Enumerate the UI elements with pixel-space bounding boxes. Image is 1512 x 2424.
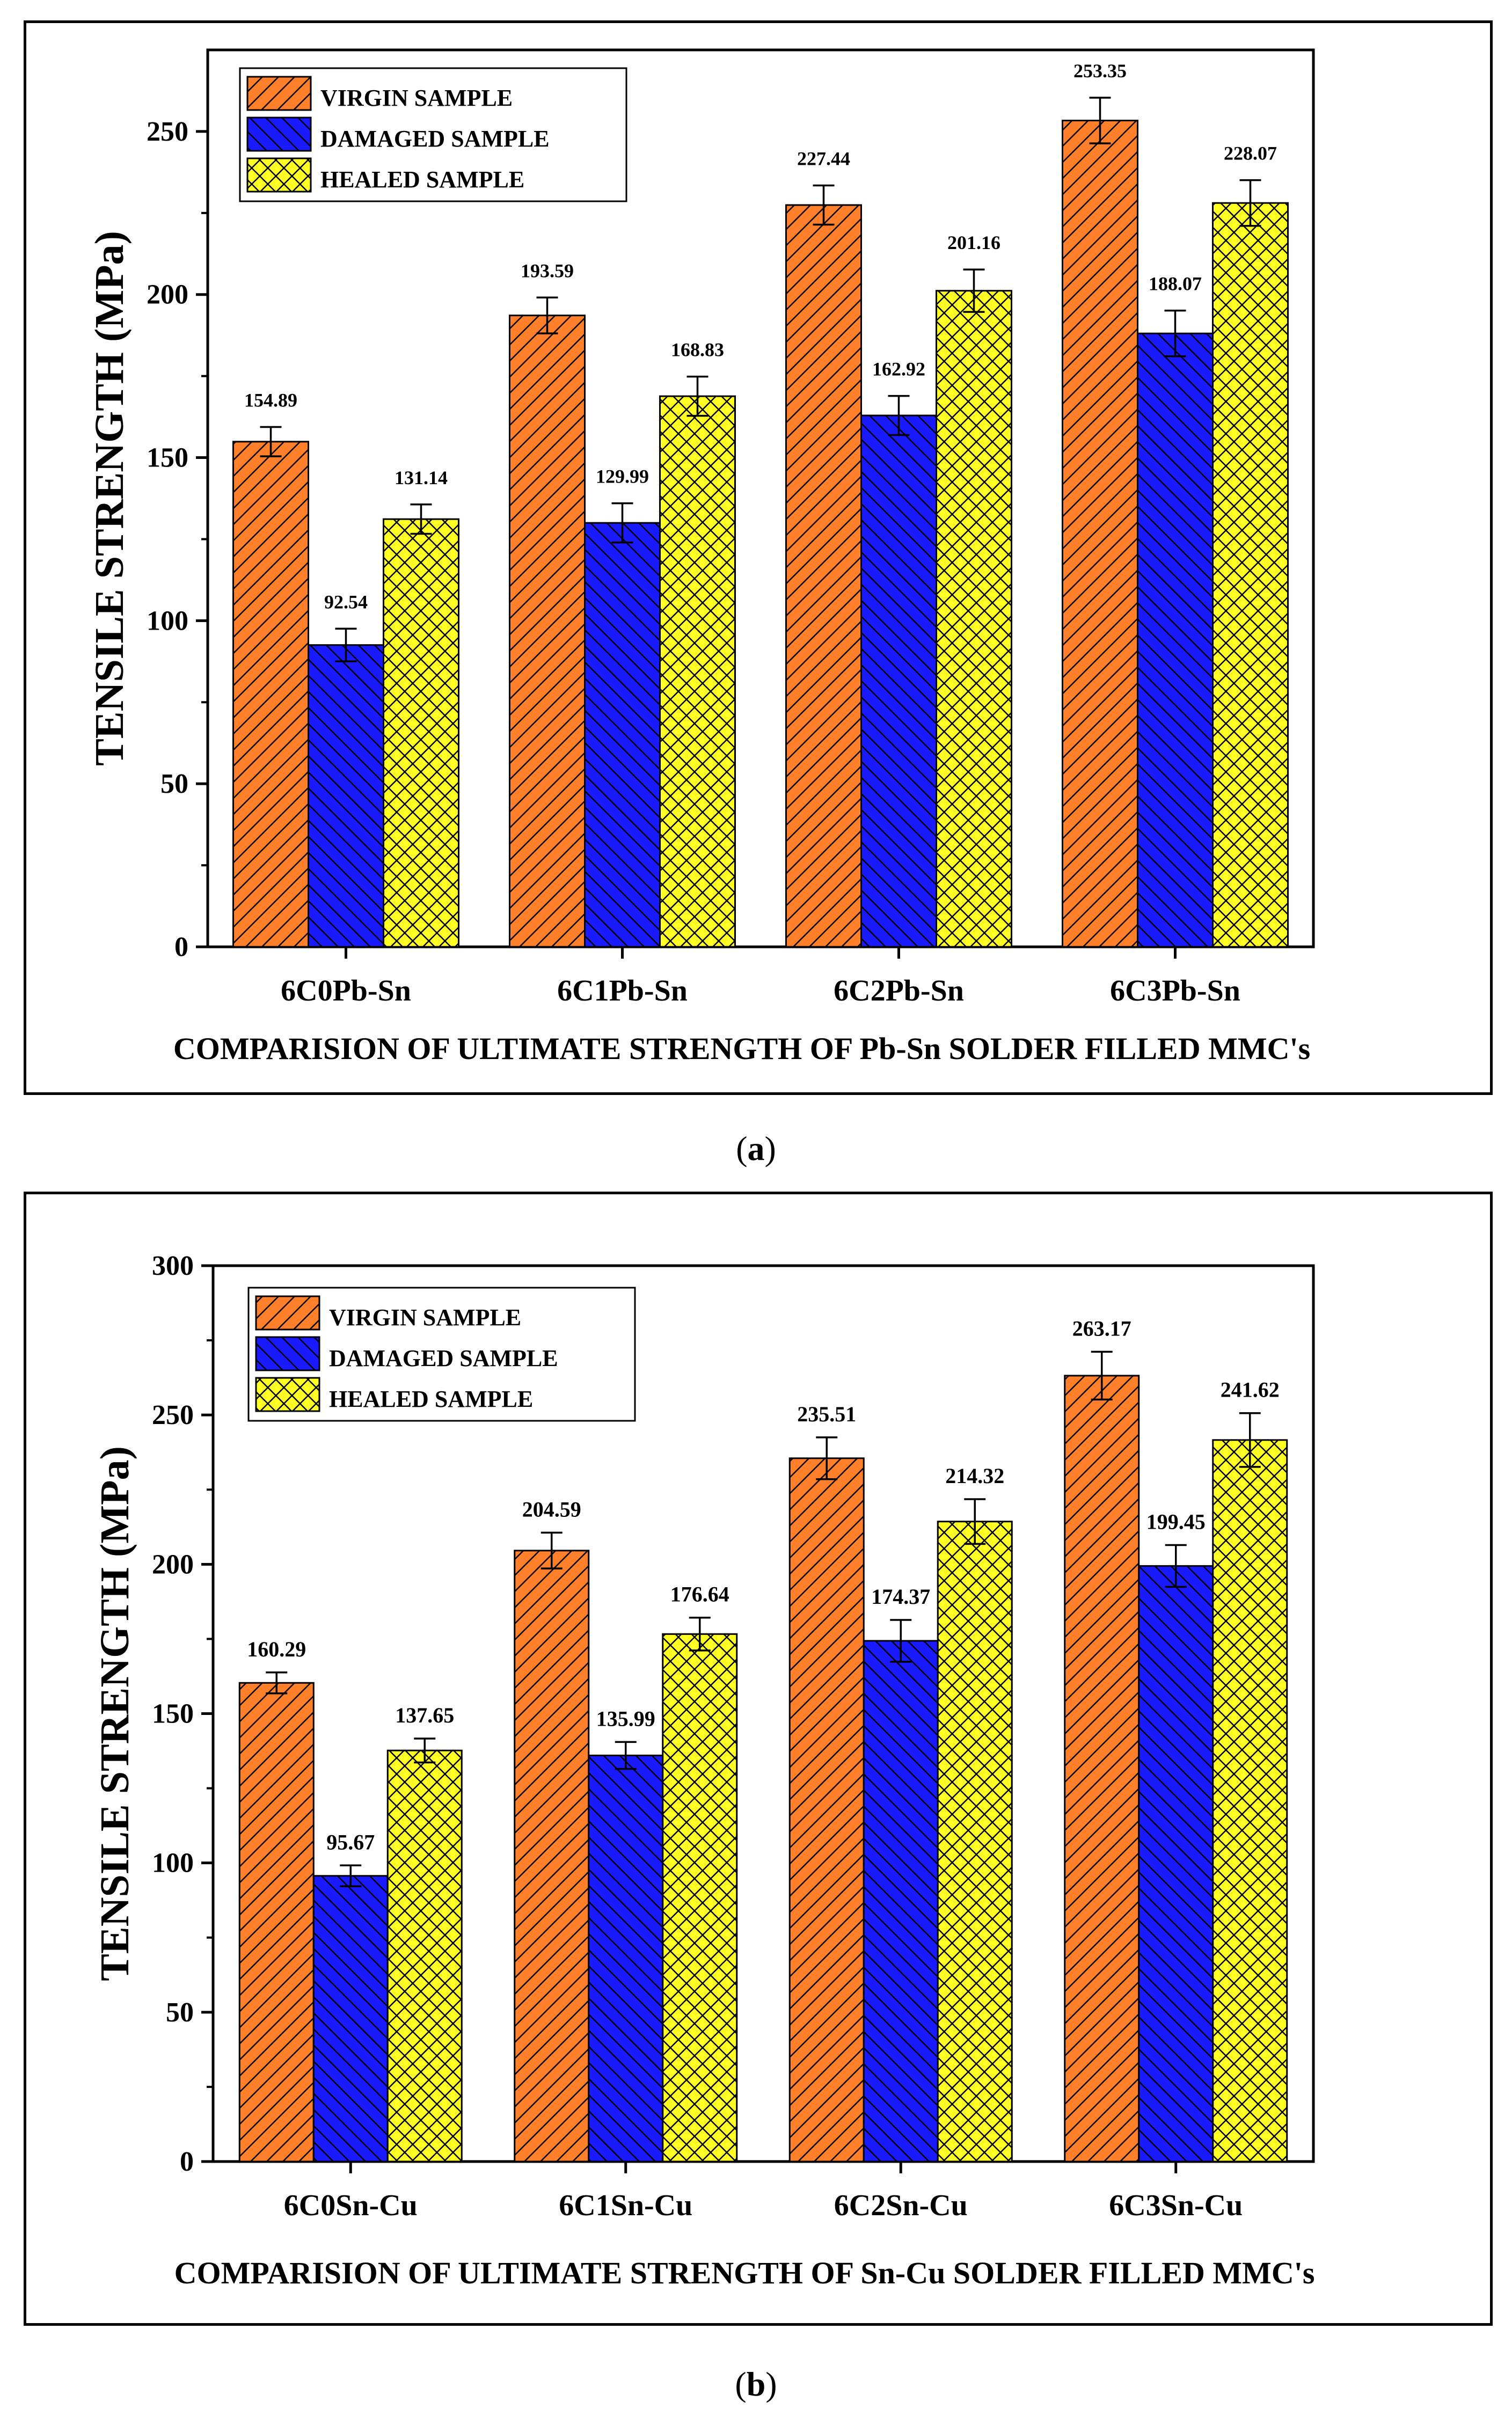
data-label: 201.16 <box>947 232 1000 253</box>
legend-swatch-virgin <box>246 76 312 111</box>
x-tick-label: 6C0Sn-Cu <box>284 2189 418 2222</box>
bar-damaged-4 <box>1138 1565 1214 2163</box>
y-axis-title: TENSILE STRENGTH (MPa) <box>92 1446 137 1981</box>
y-axis-title: TENSILE STRENGTH (MPa) <box>87 231 132 766</box>
plot-frame <box>206 48 1315 948</box>
bar-healed-2 <box>659 395 736 948</box>
legend-label-damaged: DAMAGED SAMPLE <box>329 1345 558 1371</box>
bar-damaged-3 <box>863 1640 939 2163</box>
data-label: 204.59 <box>522 1497 581 1521</box>
bar-virgin-4 <box>1062 120 1138 948</box>
y-tick-label: 50 <box>166 1997 194 2028</box>
bar-healed-1 <box>383 518 459 948</box>
bar-virgin-1 <box>232 441 309 948</box>
caption-b-label: b <box>746 2365 766 2403</box>
chart-panel-a: 0 50 100 150 200 250 6C0Pb-Sn 154.89 92.54 131.14… <box>24 20 1493 1095</box>
bar-healed-3 <box>937 1521 1013 2163</box>
legend-swatch-virgin <box>255 1295 320 1331</box>
data-label: 241.62 <box>1221 1378 1280 1402</box>
bar-healed-4 <box>1212 202 1289 948</box>
x-tick-label: 6C2Sn-Cu <box>834 2189 968 2222</box>
y-tick-label: 250 <box>147 116 188 147</box>
bar-virgin-3 <box>788 1457 865 2163</box>
data-label: 193.59 <box>521 260 574 281</box>
x-tick-label: 6C3Pb-Sn <box>1110 974 1240 1007</box>
y-tick-label: 100 <box>147 605 188 636</box>
data-label: 188.07 <box>1149 273 1202 295</box>
legend-swatch-damaged <box>246 116 312 152</box>
x-axis-title: COMPARISION OF ULTIMATE STRENGTH OF Pb-S… <box>173 1031 1310 1066</box>
caption-a-label: a <box>747 1129 765 1167</box>
chart-a-svg: 0 50 100 150 200 250 6C0Pb-Sn 154.89 92.54 131.14… <box>87 48 1315 1066</box>
data-label: 199.45 <box>1146 1509 1206 1534</box>
data-label: 129.99 <box>596 466 649 487</box>
data-label: 176.64 <box>670 1582 729 1607</box>
y-tick-label: 250 <box>152 1400 194 1430</box>
x-tick-label: 6C3Sn-Cu <box>1109 2189 1243 2222</box>
y-tick-label: 100 <box>152 1848 194 1879</box>
data-label: 137.65 <box>395 1703 454 1727</box>
legend-label-virgin: VIRGIN SAMPLE <box>320 85 513 111</box>
x-tick-label: 6C0Pb-Sn <box>281 974 411 1007</box>
y-tick-label: 0 <box>180 2146 194 2177</box>
legend-label-healed: HEALED SAMPLE <box>320 166 524 193</box>
bar-healed-1 <box>386 1749 463 2163</box>
legend-swatch-healed <box>246 157 312 193</box>
bar-virgin-2 <box>509 315 586 948</box>
data-label: 131.14 <box>395 467 448 488</box>
data-label: 162.92 <box>872 359 925 380</box>
bar-healed-3 <box>936 290 1012 948</box>
caption-b: (b) <box>735 2365 777 2403</box>
y-tick-label: 150 <box>152 1699 194 1729</box>
bar-damaged-2 <box>584 522 661 948</box>
bar-virgin-1 <box>238 1682 315 2163</box>
y-tick-label: 0 <box>174 932 188 962</box>
data-label: 253.35 <box>1073 60 1127 82</box>
legend-label-virgin: VIRGIN SAMPLE <box>329 1304 521 1331</box>
data-label: 154.89 <box>244 389 297 411</box>
chart-panel-b: 0 50 100 150 200 250 300 6C0Sn-Cu 160.29 95.67 137… <box>24 1192 1493 2326</box>
x-axis-title: COMPARISION OF ULTIMATE STRENGTH OF Sn-C… <box>174 2255 1315 2290</box>
chart-b-svg: 0 50 100 150 200 250 300 6C0Sn-Cu 160.29 95.67 137… <box>92 1251 1315 2290</box>
x-tick-label: 6C2Pb-Sn <box>834 974 964 1007</box>
data-label: 228.07 <box>1224 143 1277 164</box>
legend-label-damaged: DAMAGED SAMPLE <box>320 126 550 152</box>
data-label: 160.29 <box>247 1637 306 1661</box>
y-tick-label: 50 <box>160 769 188 799</box>
legend-swatch-healed <box>255 1377 320 1412</box>
data-label: 174.37 <box>871 1585 930 1609</box>
data-label: 235.51 <box>797 1402 856 1426</box>
caption-a: (a) <box>736 1129 776 1167</box>
data-label: 135.99 <box>596 1706 655 1731</box>
bar-healed-4 <box>1212 1439 1288 2163</box>
bar-virgin-2 <box>514 1550 590 2163</box>
data-label: 92.54 <box>324 591 368 612</box>
bar-damaged-4 <box>1137 332 1214 948</box>
x-tick-label: 6C1Pb-Sn <box>557 974 688 1007</box>
data-label: 95.67 <box>326 1830 375 1854</box>
bar-damaged-2 <box>588 1754 664 2163</box>
bar-damaged-1 <box>308 644 384 948</box>
y-tick-label: 300 <box>152 1251 194 1281</box>
legend-label-healed: HEALED SAMPLE <box>329 1386 533 1412</box>
bar-virgin-3 <box>785 204 862 948</box>
bar-healed-2 <box>662 1633 738 2163</box>
legend-swatch-damaged <box>255 1336 320 1371</box>
y-tick-label: 150 <box>147 443 188 473</box>
bar-damaged-1 <box>312 1875 389 2163</box>
data-label: 263.17 <box>1072 1316 1131 1340</box>
x-tick-label: 6C1Sn-Cu <box>559 2189 692 2222</box>
bar-damaged-3 <box>860 414 937 948</box>
y-tick-label: 200 <box>152 1549 194 1580</box>
y-tick-label: 200 <box>147 280 188 310</box>
data-label: 214.32 <box>945 1464 1004 1488</box>
bar-virgin-4 <box>1064 1375 1140 2163</box>
data-label: 168.83 <box>671 339 724 361</box>
data-label: 227.44 <box>797 148 850 170</box>
